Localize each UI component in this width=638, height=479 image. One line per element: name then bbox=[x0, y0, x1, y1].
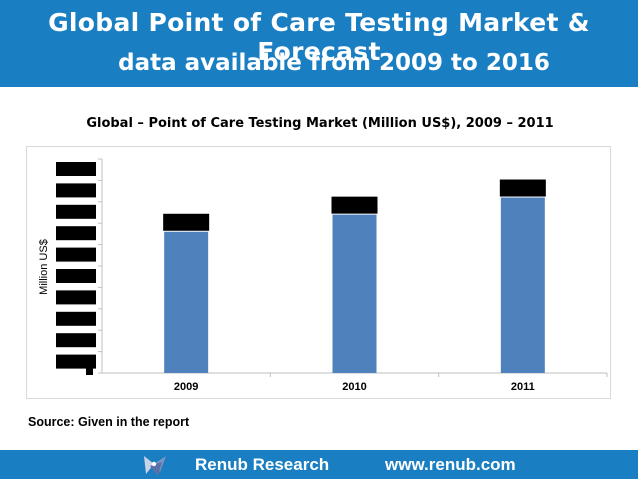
footer-banner: Renub Research www.renub.com bbox=[0, 450, 638, 479]
bar bbox=[500, 197, 545, 373]
data-label-redacted bbox=[163, 213, 210, 231]
y-axis-label: Million US$ bbox=[38, 239, 50, 295]
data-label-redacted bbox=[331, 196, 378, 214]
y-tick-label-redacted bbox=[56, 183, 96, 198]
chart-area: Million US$ 2009 2010 2011 bbox=[26, 146, 611, 399]
website-link[interactable]: www.renub.com bbox=[385, 455, 516, 474]
page-title: Global Point of Care Testing Market & Fo… bbox=[48, 8, 590, 66]
x-tick-label: 2010 bbox=[342, 381, 366, 393]
y-tick-label-redacted bbox=[56, 290, 96, 305]
x-tick-label: 2011 bbox=[511, 381, 535, 393]
renub-logo-icon bbox=[144, 456, 166, 476]
y-tick-label-redacted bbox=[56, 226, 96, 241]
bar bbox=[164, 231, 209, 373]
header-banner: Global Point of Care Testing Market & Fo… bbox=[0, 0, 638, 87]
y-tick-label-redacted bbox=[56, 162, 96, 176]
y-tick-label-redacted bbox=[56, 204, 96, 219]
y-tick-label-redacted bbox=[56, 247, 96, 262]
bar bbox=[332, 214, 377, 373]
source-note: Source: Given in the report bbox=[28, 415, 190, 429]
x-tick-label: 2009 bbox=[174, 381, 198, 393]
y-tick-label-redacted bbox=[56, 269, 96, 283]
brand-name: Renub Research bbox=[195, 455, 330, 474]
bar-chart: Million US$ 2009 2010 2011 bbox=[38, 158, 608, 393]
y-tick-label-redacted bbox=[56, 311, 96, 326]
data-label-redacted bbox=[499, 179, 546, 197]
chart-title: Global – Point of Care Testing Market (M… bbox=[86, 116, 554, 131]
y-tick-label-redacted bbox=[86, 361, 93, 375]
y-tick-label-redacted bbox=[56, 333, 96, 348]
page-subtitle: data available from 2009 to 2016 bbox=[118, 50, 550, 76]
